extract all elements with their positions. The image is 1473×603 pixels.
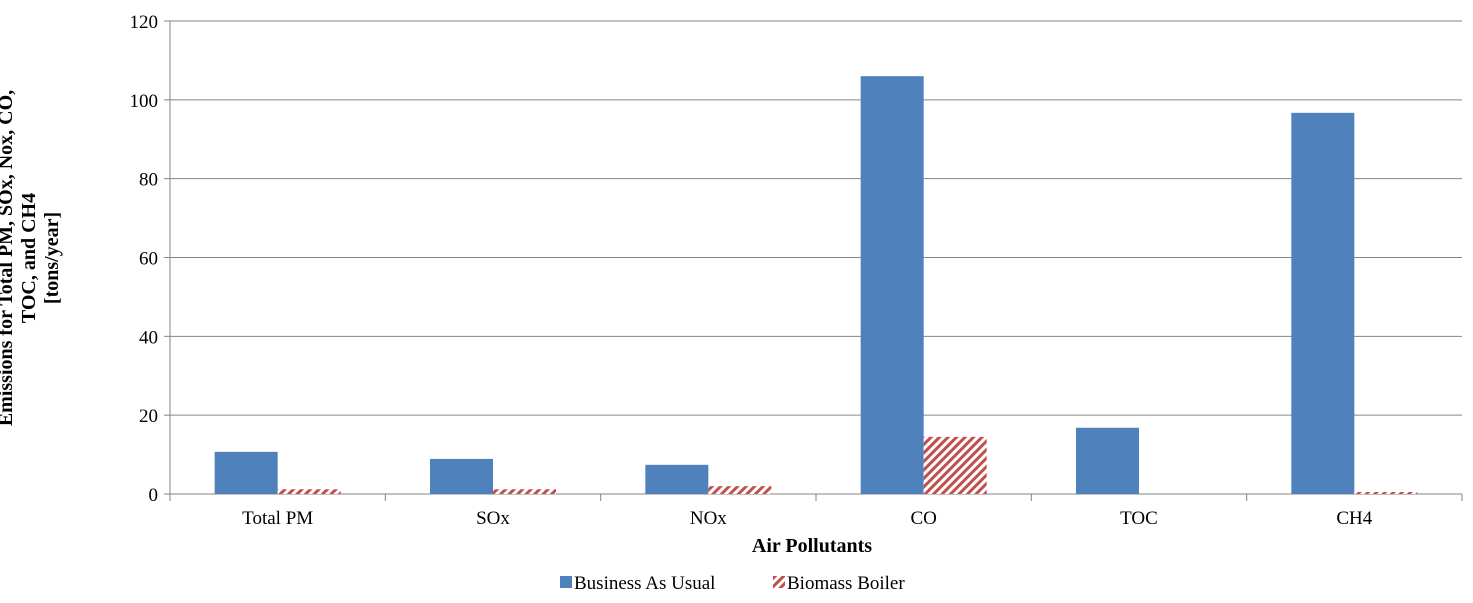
x-tick-label: CO — [910, 508, 936, 529]
legend-label: Business As Usual — [574, 573, 715, 594]
bar — [214, 451, 278, 494]
y-tick-label: 80 — [139, 170, 158, 191]
legend-swatch — [773, 576, 785, 588]
bar — [1354, 492, 1418, 494]
x-tick-label: TOC — [1120, 508, 1158, 529]
x-tick-label: CH4 — [1336, 508, 1372, 529]
bar — [708, 486, 772, 494]
x-axis-title: Air Pollutants — [752, 535, 872, 557]
y-tick-label: 100 — [130, 91, 159, 112]
y-tick-label: 40 — [139, 327, 158, 348]
y-axis-title-line: TOC, and CH4 — [18, 193, 40, 323]
y-axis-title: Emissions for Total PM, SOx, Nox, CO,TOC… — [0, 90, 63, 426]
bar — [860, 76, 924, 494]
legend-swatch — [560, 576, 572, 588]
y-axis-title-line: [tons/year] — [41, 212, 63, 304]
bar — [277, 489, 341, 494]
x-tick-label: SOx — [476, 508, 510, 529]
bar — [923, 436, 987, 494]
y-tick-label: 20 — [139, 406, 158, 427]
bar — [430, 458, 493, 494]
x-tick-label: Total PM — [242, 508, 313, 529]
y-tick-label: 120 — [130, 12, 159, 33]
y-tick-label: 0 — [149, 485, 159, 506]
legend-label: Biomass Boiler — [787, 573, 905, 594]
y-axis-title-line: Emissions for Total PM, SOx, Nox, CO, — [0, 90, 17, 426]
x-tick-label: NOx — [690, 508, 727, 529]
bar — [1076, 427, 1139, 494]
y-tick-label: 60 — [139, 249, 158, 270]
bar — [645, 464, 709, 494]
bar — [1291, 112, 1355, 495]
bar — [493, 489, 556, 494]
